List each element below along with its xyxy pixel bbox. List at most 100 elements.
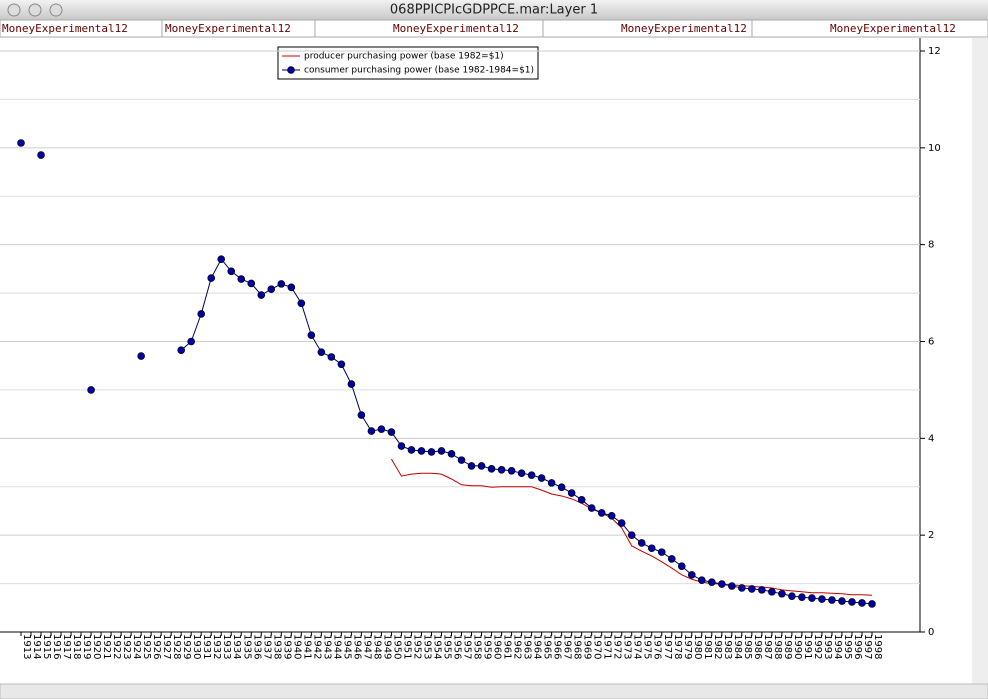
x-tick-label: 1985 <box>742 634 753 659</box>
x-tick-label: 1944 <box>331 634 342 659</box>
data-point <box>738 584 746 592</box>
x-tick-label: 1977 <box>662 634 673 659</box>
data-point <box>197 310 206 318</box>
data-point <box>317 348 326 356</box>
data-point <box>557 483 566 492</box>
x-tick-label: 1957 <box>462 634 473 659</box>
x-tick-label: 1920 <box>91 634 102 659</box>
x-tick-label: 1928 <box>171 634 182 659</box>
x-tick-label: 1935 <box>241 634 252 659</box>
x-tick-label: 1987 <box>762 634 773 659</box>
data-point <box>537 474 546 482</box>
x-tick-label: 1934 <box>231 634 242 659</box>
tab-label: MoneyExperimental12 <box>2 22 128 35</box>
status-bar <box>0 683 988 699</box>
x-tick-label: 1972 <box>612 634 623 659</box>
x-tick-label: 1969 <box>582 634 593 659</box>
x-tick-label: 1940 <box>291 634 302 659</box>
x-tick-label: 1978 <box>672 634 683 659</box>
x-tick-label: 1954 <box>431 634 442 659</box>
x-tick-label: 1942 <box>311 634 322 659</box>
x-tick-label: 1917 <box>61 634 72 659</box>
data-point <box>677 562 686 570</box>
x-tick-label: 1919 <box>81 634 92 659</box>
x-tick-label: 1980 <box>692 634 703 659</box>
zoom-button[interactable] <box>49 3 63 17</box>
x-tick-label: 1959 <box>482 634 493 659</box>
tab-label: MoneyExperimental12 <box>830 22 956 35</box>
data-point <box>437 447 446 455</box>
data-point <box>487 465 496 473</box>
x-tick-label: 1993 <box>822 634 833 659</box>
x-tick-label: 1986 <box>752 634 763 659</box>
x-tick-label: 1916 <box>51 634 62 659</box>
data-point <box>287 283 296 292</box>
data-point <box>748 585 756 593</box>
x-tick-label: 1995 <box>842 634 853 659</box>
x-tick-label: 1952 <box>411 634 422 659</box>
x-tick-label: 1943 <box>321 634 332 659</box>
data-point <box>17 139 25 147</box>
data-point <box>357 411 366 419</box>
data-point <box>307 331 316 340</box>
x-tick-label: 1947 <box>361 634 372 659</box>
y-tick-label: 4 <box>928 433 934 444</box>
x-tick-label: 1994 <box>832 634 843 659</box>
data-point <box>187 337 195 346</box>
minimize-button[interactable] <box>28 3 42 17</box>
data-point <box>577 496 586 504</box>
y-tick-label: 6 <box>928 337 934 348</box>
x-tick-label: 1949 <box>381 634 392 659</box>
y-tick-label: 0 <box>928 627 934 638</box>
x-tick-label: 1960 <box>492 634 503 659</box>
x-tick-label: 1982 <box>712 634 723 659</box>
close-button[interactable] <box>7 3 21 17</box>
data-point <box>237 275 246 283</box>
x-tick-label: 1967 <box>562 634 573 659</box>
x-tick-label: 1921 <box>101 634 112 659</box>
x-tick-label: 1988 <box>772 634 783 659</box>
x-tick-label: 1946 <box>351 634 362 659</box>
x-tick-label: 1964 <box>532 634 543 659</box>
data-point <box>657 548 666 556</box>
data-point <box>517 469 526 477</box>
data-point <box>798 593 806 601</box>
data-point <box>597 509 606 517</box>
data-point <box>267 285 276 294</box>
data-point <box>477 462 486 470</box>
x-tick-label: 1922 <box>111 634 122 659</box>
data-point <box>297 299 306 308</box>
x-tick-label: 1981 <box>702 634 713 659</box>
data-point <box>687 571 696 579</box>
window-title: 068PPICPIcGDPPCE.mar:Layer 1 <box>390 3 598 18</box>
data-point <box>137 352 145 360</box>
scrollbar[interactable] <box>972 38 988 690</box>
y-tick-label: 12 <box>928 46 941 57</box>
data-point <box>758 586 766 594</box>
data-point <box>387 428 396 436</box>
data-point <box>207 274 216 282</box>
data-point <box>227 267 236 276</box>
x-tick-label: 1931 <box>201 634 212 659</box>
x-tick-label: 1914 <box>31 634 42 659</box>
chart-area <box>0 38 972 690</box>
data-point <box>708 578 716 586</box>
x-tick-label: 1951 <box>401 634 412 659</box>
data-point <box>527 471 536 479</box>
x-tick-label: 1923 <box>121 634 132 659</box>
data-point <box>697 576 706 584</box>
x-tick-label: 1948 <box>371 634 382 659</box>
data-point <box>607 511 616 520</box>
data-point <box>647 544 656 553</box>
x-tick-label: 1933 <box>221 634 232 659</box>
y-tick-label: 2 <box>928 530 934 541</box>
x-tick-label: 1966 <box>552 634 563 659</box>
x-tick-label: 1938 <box>271 634 282 659</box>
x-tick-label: 1956 <box>452 634 463 659</box>
data-point <box>257 291 266 299</box>
x-tick-label: 1937 <box>261 634 272 659</box>
x-tick-label: 1973 <box>622 634 633 659</box>
data-point <box>457 456 466 464</box>
legend-label: producer purchasing power (base 1982=$1) <box>304 52 504 62</box>
